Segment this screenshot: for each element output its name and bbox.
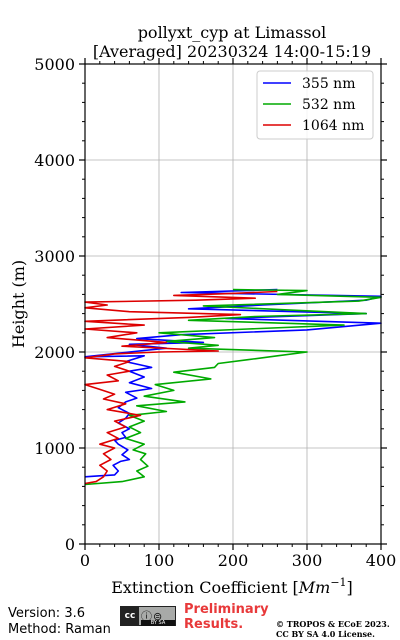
legend-box: [256, 70, 374, 140]
series-line: [84, 288, 382, 486]
y-tick-label: 0: [65, 535, 75, 554]
cc-badge-caption: BY SA: [141, 620, 175, 626]
series-line: [84, 290, 278, 485]
chart: pollyxt_cyp at Limassol [Averaged] 20230…: [9, 23, 396, 597]
x-axis-label-unit: Mm: [298, 578, 331, 597]
version-label: Version: 3.6: [8, 606, 85, 621]
y-tick-label: 2000: [34, 343, 75, 362]
y-tick-label: 1000: [34, 439, 75, 458]
legend-label: 1064 nm: [302, 118, 364, 134]
x-axis-label-close: ]: [347, 578, 353, 597]
legend-label: 355 nm: [302, 76, 355, 92]
cc-by-sa-icon: ⓘ⊜: [141, 610, 164, 623]
cc-license-badge-icon: cc ⓘ⊜ BY SA: [120, 606, 176, 626]
chart-title: pollyxt_cyp at Limassol: [138, 23, 327, 42]
y-axis-label: Height (m): [9, 260, 28, 348]
x-tick-label: 200: [218, 551, 249, 570]
chart-subtitle: [Averaged] 20230324 14:00-15:19: [93, 42, 371, 61]
y-tick-label: 5000: [34, 55, 75, 74]
preliminary-notice: Preliminary Results.: [184, 602, 269, 632]
legend-label: 532 nm: [302, 97, 355, 113]
x-tick-label: 100: [144, 551, 175, 570]
x-tick-label: 0: [80, 551, 90, 570]
copyright-notice: © TROPOS & ECoE 2023. CC BY SA 4.0 Licen…: [276, 619, 390, 639]
copyright-line-1: © TROPOS & ECoE 2023.: [276, 619, 390, 629]
x-axis-label-exponent: −1: [330, 576, 346, 589]
preliminary-line-2: Results.: [184, 617, 244, 632]
x-axis-label-text: Extinction Coefficient [: [111, 578, 299, 597]
x-tick-label: 300: [292, 551, 323, 570]
y-tick-label: 3000: [34, 247, 75, 266]
y-tick-label: 4000: [34, 151, 75, 170]
copyright-line-2: CC BY SA 4.0 License.: [276, 629, 375, 639]
x-axis-label: Extinction Coefficient [Mm−1]: [111, 576, 353, 597]
x-tick-label: 400: [366, 551, 397, 570]
series-lines: [84, 288, 382, 486]
grid: [85, 64, 381, 544]
cc-logo-icon: cc: [121, 607, 139, 625]
footer-info: Version: 3.6 Method: Raman: [8, 606, 111, 638]
series-line: [84, 288, 382, 478]
legend: 355 nm 532 nm 1064 nm: [256, 70, 374, 140]
method-label: Method: Raman: [8, 622, 111, 637]
preliminary-line-1: Preliminary: [184, 602, 269, 617]
